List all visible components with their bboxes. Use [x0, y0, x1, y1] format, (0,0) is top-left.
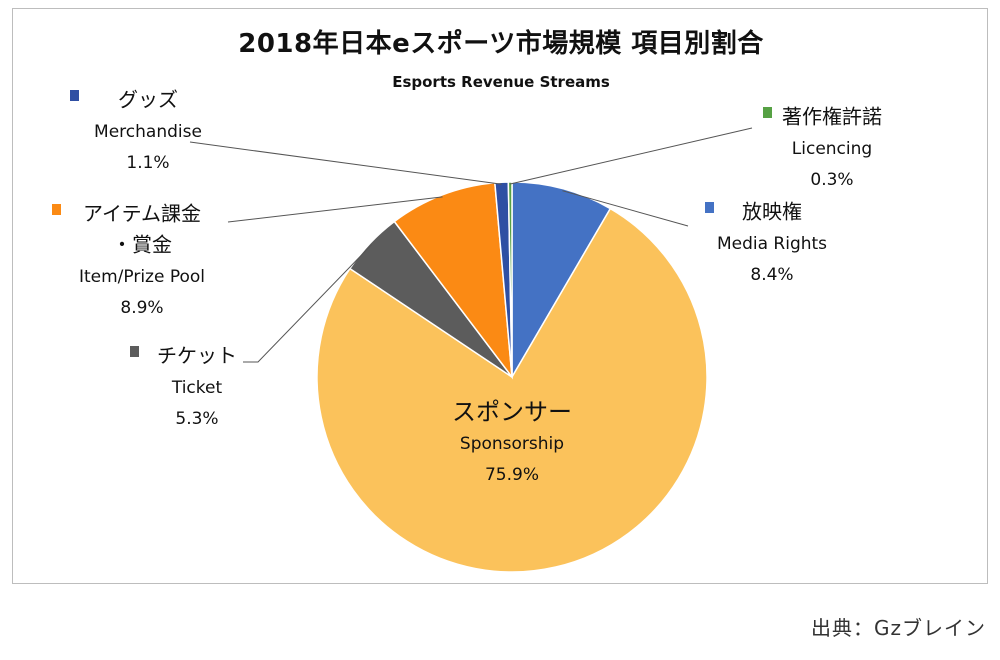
- pie-slice: [316, 207, 708, 573]
- leader-line: [243, 244, 372, 363]
- leader-line: [510, 127, 753, 185]
- slice-percent-label: 5.3%: [175, 409, 218, 429]
- legend-marker: [70, 90, 79, 101]
- leader-line: [189, 141, 502, 185]
- chart-frame: 2018年日本eスポーツ市場規模 項目別割合 Esports Revenue S…: [12, 8, 988, 584]
- slice-japanese-label: チケット: [157, 344, 237, 368]
- slice-percent-label: 0.3%: [810, 170, 853, 190]
- legend-marker: [705, 202, 714, 213]
- pie-slice: [511, 181, 612, 380]
- legend-marker: [763, 107, 772, 118]
- pie-slice: [507, 181, 513, 378]
- slice-japanese-label: スポンサー: [452, 398, 572, 426]
- legend-marker: [52, 204, 61, 215]
- leader-line: [227, 196, 443, 223]
- pie-chart: 放映権 Media Rights 8.4% スポンサー Sponsorship 75.9%…: [52, 88, 882, 573]
- slice-english-label: Item/Prize Pool: [79, 267, 205, 287]
- leader-line: [562, 190, 689, 227]
- chart-title: 2018年日本eスポーツ市場規模 項目別割合: [238, 29, 764, 59]
- slice-percent-label: 1.1%: [126, 153, 169, 173]
- slice-percent-label: 8.4%: [750, 265, 793, 285]
- slice-english-label: Sponsorship: [460, 434, 564, 454]
- slice-english-label: Merchandise: [94, 122, 202, 142]
- legend-marker: [130, 346, 139, 357]
- slice-english-label: Ticket: [171, 378, 223, 398]
- slice-english-label: Media Rights: [717, 234, 827, 254]
- slice-english-label: Licencing: [792, 139, 872, 159]
- slice-japanese-label: 著作権許諾: [782, 105, 882, 129]
- source-credit: 出典：Gzブレイン: [811, 616, 986, 640]
- slice-japanese-label: アイテム課金: [83, 202, 201, 226]
- slice-japanese-label: 放映権: [742, 200, 802, 224]
- slice-japanese-label: グッズ: [118, 88, 178, 112]
- chart-subtitle: Esports Revenue Streams: [392, 73, 610, 91]
- slice-percent-label: 8.9%: [120, 298, 163, 318]
- slice-percent-label: 75.9%: [485, 465, 539, 485]
- slice-japanese-label: ・賞金: [112, 233, 172, 257]
